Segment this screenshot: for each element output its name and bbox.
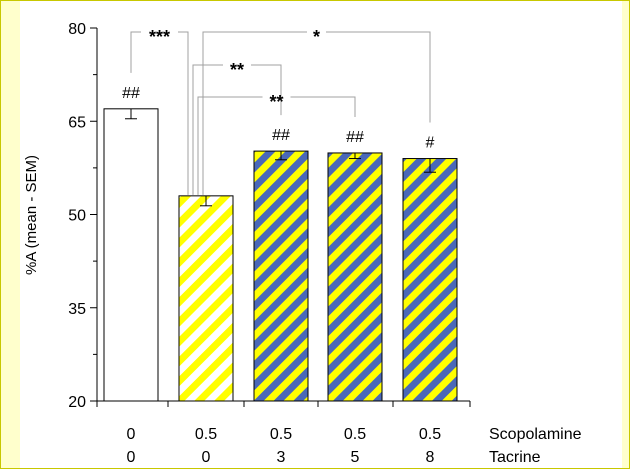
bar-4 xyxy=(327,152,383,402)
scopolamine-dose-3: 0.5 xyxy=(270,426,292,443)
tacrine-dose-3: 3 xyxy=(277,449,286,466)
bar-label-5: # xyxy=(426,135,435,152)
significance-bracket-2 xyxy=(192,64,282,195)
tacrine-dose-1: 0 xyxy=(127,449,136,466)
bar-label-4: ## xyxy=(346,129,364,146)
scopolamine-dose-5: 0.5 xyxy=(419,426,441,443)
y-tick-label: 65 xyxy=(68,114,86,131)
scopolamine-dose-2: 0.5 xyxy=(195,426,217,443)
row-label-scopolamine: Scopolamine xyxy=(489,426,582,443)
significance-label-4: * xyxy=(313,27,320,47)
significance-label-1: *** xyxy=(149,27,170,47)
y-tick-label: 50 xyxy=(68,208,86,225)
significance-bracket-4 xyxy=(202,31,431,195)
bar-2 xyxy=(178,195,234,402)
scopolamine-dose-1: 0 xyxy=(127,426,136,443)
tacrine-dose-5: 8 xyxy=(426,449,435,466)
significance-bracket-1 xyxy=(130,31,189,195)
bar-label-3: ## xyxy=(272,127,290,144)
significance-label-2: ** xyxy=(230,60,244,80)
tacrine-dose-4: 5 xyxy=(351,449,360,466)
bar-3 xyxy=(253,150,309,402)
significance-label-3: ** xyxy=(269,92,283,112)
tacrine-dose-2: 0 xyxy=(202,449,211,466)
y-axis-title: %A (mean - SEM) xyxy=(23,155,40,275)
row-label-tacrine: Tacrine xyxy=(489,449,541,466)
y-tick-label: 35 xyxy=(68,301,86,318)
y-tick-label: 80 xyxy=(68,21,86,38)
chart-panel: %A (mean - SEM) 20 35 50 65 80 *** ** ** * ## ##… xyxy=(20,1,622,468)
significance-bracket-3 xyxy=(197,96,356,195)
bar-1 xyxy=(103,108,159,402)
bar-5 xyxy=(402,158,458,402)
bar-label-1: ## xyxy=(122,85,140,102)
y-tick-label: 20 xyxy=(68,394,86,411)
scopolamine-dose-4: 0.5 xyxy=(344,426,366,443)
